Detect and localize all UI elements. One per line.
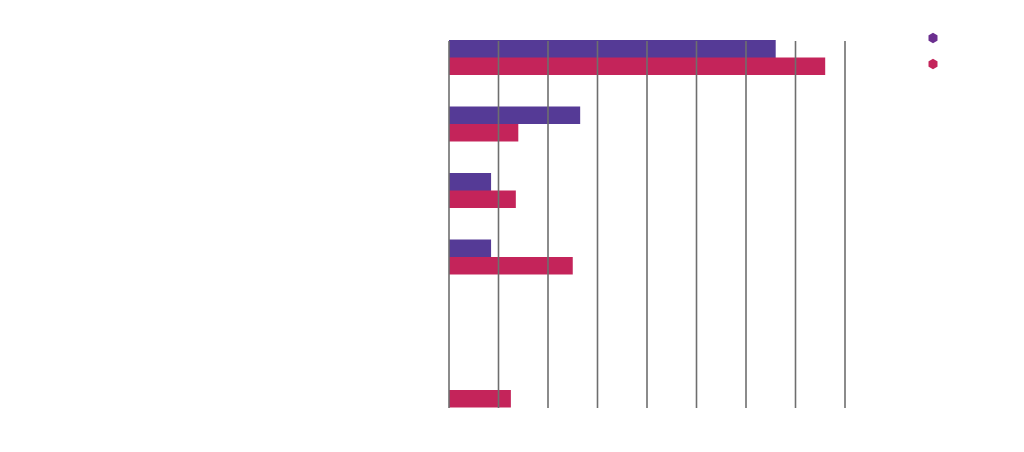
- bar-series-2-category-4: [449, 257, 573, 275]
- bar-series-1-category-2: [449, 106, 581, 124]
- gridlines-group: [448, 41, 846, 408]
- bar-series-2-category-3: [449, 190, 516, 208]
- bars-group: [449, 40, 826, 408]
- legend-marker-1: [928, 32, 938, 44]
- bar-series-2-category-6: [449, 390, 511, 408]
- bar-series-2-category-1: [449, 57, 826, 75]
- bar-series-1-category-1: [449, 40, 776, 58]
- legend: [928, 32, 938, 70]
- bar-series-2-category-2: [449, 124, 519, 142]
- bar-series-1-category-3: [449, 173, 492, 191]
- bar-series-1-category-4: [449, 239, 492, 257]
- legend-marker-2: [928, 58, 938, 70]
